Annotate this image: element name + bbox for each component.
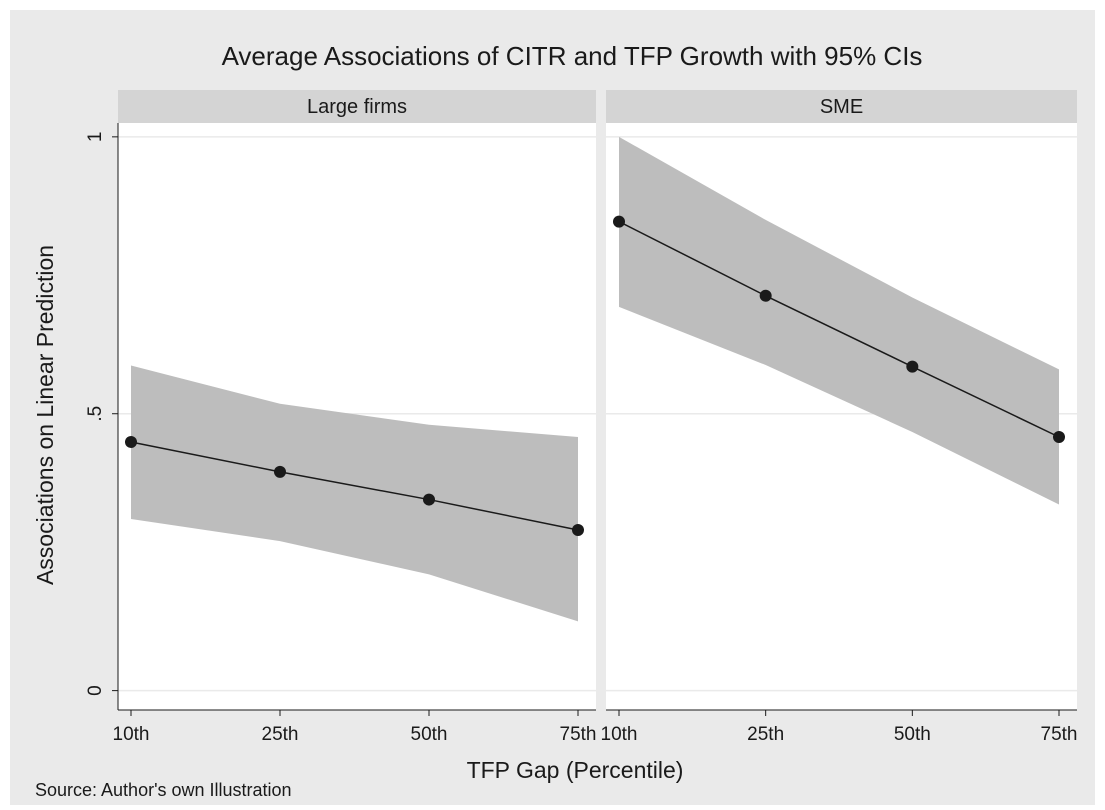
panel-title: Large firms (307, 96, 407, 118)
point (613, 215, 625, 228)
y-tick-label: .5 (85, 406, 106, 422)
x-tick-label: 75th (1041, 724, 1078, 745)
panel-strip (118, 90, 596, 123)
ci-band (131, 365, 578, 622)
x-tick-label: 25th (262, 724, 299, 745)
x-tick-label: 10th (601, 724, 638, 745)
line (618, 220, 1060, 438)
point (423, 493, 435, 506)
point (906, 360, 919, 373)
point (1053, 430, 1065, 443)
x-axis-label: TFP Gap (Percentile) (467, 757, 684, 783)
point (274, 465, 286, 478)
point (572, 524, 584, 537)
y-tick-label: 0 (85, 685, 106, 696)
ci-band (619, 136, 1059, 505)
x-tick-label: 25th (747, 724, 784, 745)
source-note: Source: Author's own Illustration (35, 780, 292, 800)
line (130, 441, 579, 531)
x-tick-label: 50th (894, 724, 931, 745)
panel-title: SME (820, 96, 863, 118)
y-axis-label: Associations on Linear Prediction (32, 245, 58, 585)
point (125, 435, 137, 448)
x-tick-label: 75th (560, 724, 597, 745)
x-tick-label: 10th (113, 724, 150, 745)
x-tick-label: 50th (411, 724, 448, 745)
panel-strip (606, 90, 1077, 123)
point (759, 289, 772, 302)
y-tick-label: 1 (85, 132, 106, 143)
chart-title: Average Associations of CITR and TFP Gro… (222, 41, 923, 71)
